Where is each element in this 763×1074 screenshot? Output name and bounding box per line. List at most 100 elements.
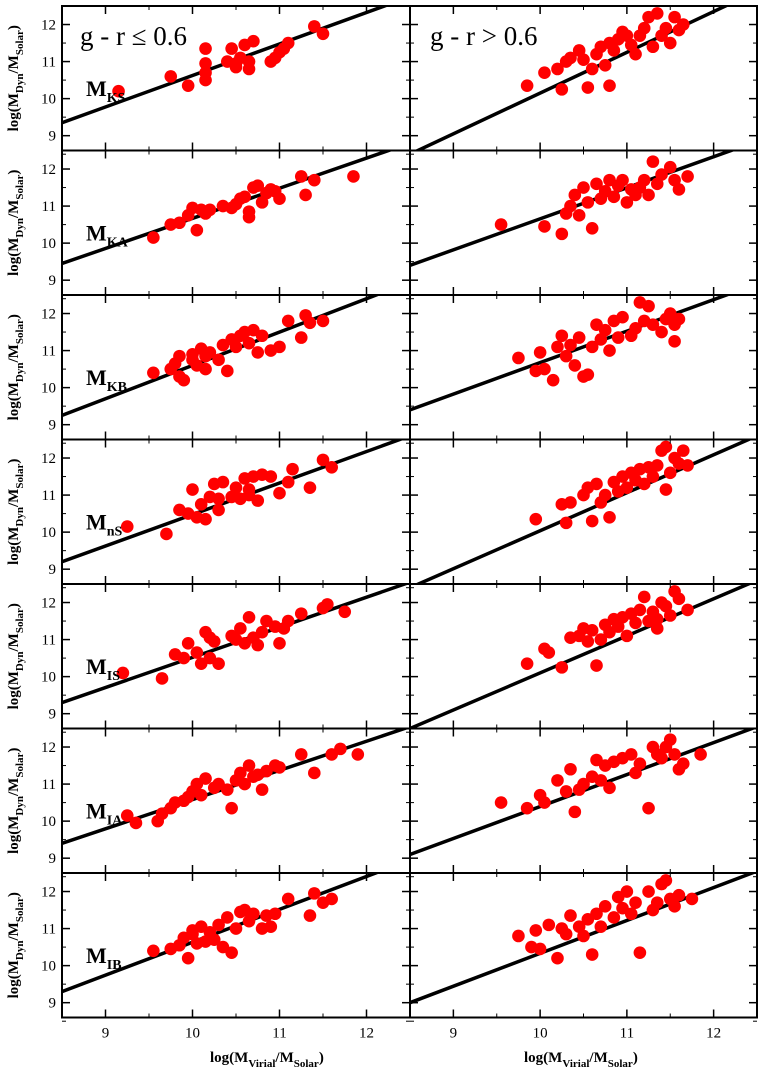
data-point [685, 892, 699, 906]
data-point [286, 462, 299, 476]
data-point [181, 951, 195, 965]
data-point [581, 635, 595, 648]
x-tick-label: 9 [102, 1026, 110, 1042]
x-tick-label: 9 [450, 1026, 458, 1042]
data-point [155, 672, 169, 685]
data-point [650, 459, 664, 472]
y-tick-label: 12 [41, 740, 56, 756]
data-point [676, 444, 690, 457]
data-point [268, 907, 282, 921]
y-tick-label: 9 [49, 562, 57, 578]
data-point [238, 777, 251, 791]
data-point [308, 20, 321, 33]
data-point [264, 470, 278, 483]
data-point [533, 942, 547, 956]
data-point [190, 223, 204, 237]
method-label: MIS [86, 654, 120, 684]
data-point [668, 748, 681, 761]
data-point [199, 42, 212, 55]
x-tick-label: 12 [706, 1026, 721, 1042]
y-tick-label: 9 [49, 996, 57, 1012]
y-tick-label: 12 [41, 596, 56, 612]
data-point [564, 909, 577, 922]
data-point [603, 781, 616, 795]
data-point [650, 612, 664, 626]
data-point [303, 909, 317, 922]
data-point [255, 625, 269, 639]
data-point [694, 748, 707, 761]
y-tick-label: 12 [41, 885, 56, 901]
x-axis-label-right: log(MVirial/MSolar) [524, 1050, 638, 1070]
data-point [303, 316, 317, 330]
data-point [637, 21, 651, 35]
column-title-left: g - r ≤ 0.6 [80, 21, 187, 51]
y-axis-label: log(MDyn/MSolar) [6, 603, 26, 709]
data-point [199, 57, 212, 70]
data-point [594, 633, 608, 646]
data-point [281, 892, 295, 906]
data-point [212, 918, 225, 932]
data-point [512, 929, 525, 943]
data-point [620, 481, 634, 494]
data-point [629, 322, 642, 335]
data-point [294, 607, 308, 620]
data-point [598, 900, 612, 913]
data-point [299, 188, 312, 202]
y-tick-label: 12 [41, 307, 56, 323]
panel-plot-r1c0 [62, 150, 394, 266]
y-axis-label: log(MDyn/MSolar) [6, 170, 26, 276]
data-point [308, 887, 321, 900]
data-point [112, 84, 125, 98]
data-point [303, 481, 317, 494]
data-point [199, 349, 212, 363]
data-point [577, 929, 590, 943]
data-point [273, 340, 286, 354]
y-axis-label: log(MDyn/MSolar) [6, 314, 26, 420]
data-point [116, 666, 130, 680]
data-point [190, 646, 204, 659]
data-point [598, 58, 612, 72]
data-point [281, 475, 295, 489]
data-point [611, 331, 625, 344]
data-point [681, 459, 694, 472]
y-tick-label: 12 [41, 18, 56, 34]
data-point [173, 216, 186, 230]
data-point [251, 346, 265, 359]
data-point [564, 199, 577, 213]
data-point [242, 759, 256, 772]
data-point [212, 353, 225, 367]
data-point [325, 460, 339, 474]
data-point [199, 772, 212, 785]
data-point [663, 160, 677, 174]
data-point [247, 34, 260, 48]
fit-line [413, 6, 730, 151]
data-point [129, 816, 143, 830]
y-tick-label: 10 [41, 525, 56, 541]
method-label: MIA [86, 799, 123, 829]
data-point [160, 527, 173, 541]
y-tick-label: 9 [49, 129, 57, 145]
data-point [564, 51, 577, 65]
data-point [603, 511, 616, 524]
data-point [251, 768, 265, 782]
data-point [594, 920, 608, 934]
data-point [663, 733, 677, 746]
data-point [294, 170, 308, 183]
data-point [676, 18, 690, 31]
data-point [650, 896, 664, 909]
data-point [242, 483, 256, 496]
panel-plot-r4c1 [410, 584, 753, 729]
data-point [212, 657, 225, 670]
panel-frame [61, 438, 411, 585]
data-point [529, 924, 543, 937]
data-point [177, 651, 191, 665]
data-point [147, 944, 160, 958]
panel-plot-r0c1 [413, 6, 730, 151]
x-axis-label-left: log(MVirial/MSolar) [210, 1050, 324, 1070]
data-point [546, 373, 560, 387]
data-point [203, 631, 217, 645]
data-point [520, 801, 534, 815]
panel-plot-r6c0 [62, 873, 381, 994]
y-tick-label: 10 [41, 381, 56, 397]
